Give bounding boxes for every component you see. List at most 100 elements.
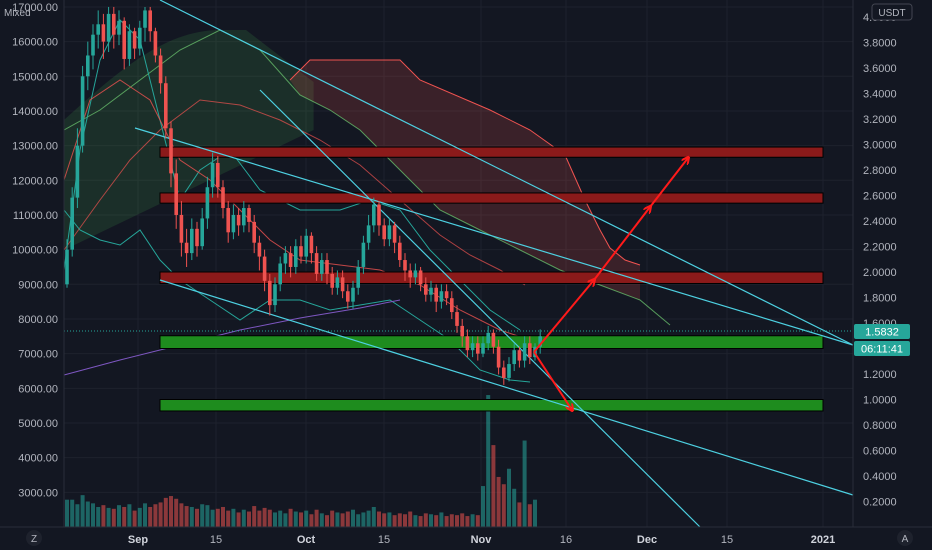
candle-body — [387, 225, 392, 240]
time-tick-label: 2021 — [811, 534, 835, 546]
right-tick-label: 1.8000 — [863, 293, 897, 305]
candle-body — [75, 145, 80, 198]
right-tick-label: 0.2000 — [863, 497, 897, 509]
candle-body — [127, 31, 132, 59]
volume-bar — [163, 497, 168, 527]
candle-body — [434, 287, 438, 302]
candle-body — [439, 291, 444, 302]
currency-badge-bg — [871, 3, 913, 21]
right-tick-label: 2.6000 — [863, 191, 897, 203]
time-tick-label: 15 — [210, 534, 222, 546]
volume-bar — [444, 516, 449, 527]
candle-body — [257, 242, 262, 257]
right-tick-label: 0.4000 — [863, 471, 897, 483]
candle-body — [486, 332, 490, 344]
volume-bar — [465, 516, 470, 527]
volume-bar — [148, 506, 153, 527]
volume-bar — [184, 506, 189, 527]
candle-body — [153, 31, 158, 56]
left-axis-scale-label[interactable]: Mixed — [4, 8, 31, 19]
volume-bar — [241, 509, 246, 527]
right-tick-label: 2.8000 — [863, 165, 897, 177]
auto-scale-button-bg — [897, 530, 913, 546]
candle-body — [346, 291, 350, 302]
resistance-zone — [159, 192, 824, 204]
right-axis-currency[interactable]: USDT — [871, 3, 913, 21]
left-tick-label: 15000.00 — [12, 71, 58, 83]
volume-bar — [439, 512, 444, 527]
candle-body — [502, 367, 506, 378]
candle-body — [444, 291, 449, 299]
volume-bar — [283, 513, 288, 527]
bearish-projection-arrow — [533, 351, 572, 410]
right-tick-label: 3.6000 — [863, 63, 897, 75]
candle-body — [382, 225, 386, 240]
candle-body — [418, 270, 423, 285]
right-tick-label: 3.4000 — [863, 89, 897, 101]
candle-body — [91, 34, 95, 56]
volume-bar — [486, 395, 491, 527]
candle-body — [429, 287, 433, 295]
volume-bar — [351, 509, 355, 527]
volume-bar — [189, 506, 194, 527]
volume-bar — [309, 514, 314, 527]
volume-bar — [319, 513, 324, 527]
volume-bar — [143, 503, 147, 527]
time-tick-label: Oct — [297, 534, 316, 546]
volume-bar — [101, 505, 106, 527]
auto-scale-button[interactable]: A — [897, 530, 913, 546]
bullish-projection-arrow — [649, 158, 688, 208]
candle-body — [158, 55, 163, 84]
volume-bar — [481, 486, 485, 527]
candlesticks — [65, 6, 542, 385]
volume-bar — [455, 515, 459, 527]
volume-bar — [434, 515, 439, 527]
candle-body — [481, 343, 485, 354]
trendline — [159, 0, 854, 346]
candle-body — [190, 228, 194, 254]
volume-bar — [403, 514, 407, 527]
candle-body — [86, 55, 90, 77]
timezone-button[interactable]: Z — [26, 530, 42, 546]
volume-bar — [418, 516, 423, 527]
upper-band — [63, 19, 521, 331]
volume-bar — [106, 507, 111, 527]
volume-bar — [262, 507, 267, 527]
volume-bar — [247, 511, 251, 527]
candle-body — [231, 214, 236, 233]
candle-body — [117, 20, 121, 35]
volume-bar — [158, 502, 163, 527]
candle-body — [205, 187, 210, 219]
left-tick-label: 6000.00 — [18, 383, 58, 395]
candle-body — [450, 298, 454, 313]
left-tick-label: 7000.00 — [18, 349, 58, 361]
countdown-badge-bg — [854, 341, 910, 356]
candle-body — [70, 197, 74, 250]
volume-bar — [127, 504, 132, 527]
last-price-badge-bg — [854, 324, 910, 339]
left-tick-label: 17000.00 — [12, 2, 58, 14]
left-tick-label: 9000.00 — [18, 279, 58, 291]
candle-body — [496, 346, 501, 368]
volume-bar — [288, 508, 293, 527]
candle-body — [351, 287, 355, 302]
volume-bar — [507, 468, 511, 527]
support-zone — [159, 335, 824, 349]
volume-bar — [293, 511, 298, 527]
candle-body — [143, 10, 147, 28]
timezone-icon: Z — [31, 534, 37, 545]
candle-body — [216, 162, 220, 188]
candle-body — [528, 343, 532, 358]
trendline — [159, 279, 854, 496]
right-tick-label: 2.0000 — [863, 267, 897, 279]
volume-bar — [356, 514, 361, 527]
candle-body — [242, 208, 246, 226]
candle-body — [96, 24, 100, 35]
volume-bar — [195, 508, 199, 527]
candle-body — [491, 332, 496, 347]
candle-body — [299, 246, 303, 257]
right-tick-label: 2.2000 — [863, 242, 897, 254]
candle-body — [460, 325, 464, 337]
currency-label: USDT — [878, 8, 905, 19]
